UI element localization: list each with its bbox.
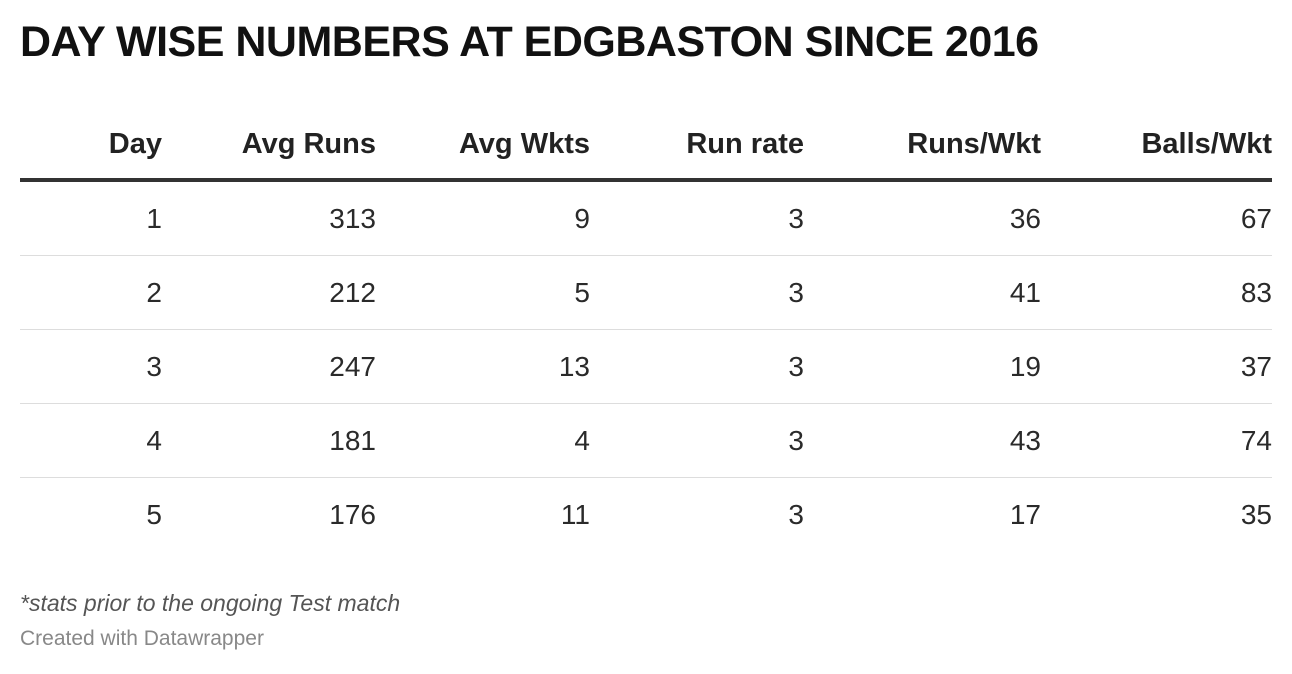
column-header-avg-wkts: Avg Wkts: [376, 110, 590, 182]
column-header-run-rate: Run rate: [590, 110, 804, 182]
cell-runs-per-wkt: 41: [804, 255, 1041, 330]
column-header-runs-per-wkt: Runs/Wkt: [804, 110, 1041, 182]
chart-title: DAY WISE NUMBERS AT EDGBASTON SINCE 2016: [20, 18, 1039, 66]
column-header-avg-runs: Avg Runs: [162, 110, 376, 182]
cell-run-rate: 3: [590, 329, 804, 404]
cell-balls-per-wkt: 35: [1240, 498, 1272, 530]
cell-run-rate: 3: [590, 180, 804, 256]
cell-day: 3: [20, 329, 162, 404]
table-row: 4 181 4 3 43 74: [20, 403, 1272, 478]
cell-avg-wkts: 4: [376, 403, 590, 478]
cell-balls-per-wkt: 37: [1041, 329, 1272, 404]
column-header-day: Day: [20, 110, 162, 182]
cell-runs-per-wkt: 17: [1009, 498, 1041, 530]
stats-table: Day Avg Runs Avg Wkts Run rate Runs/Wkt …: [20, 110, 1272, 551]
table-row: 3 247 13 3 19 37: [20, 329, 1272, 404]
cell-avg-wkts: 5: [376, 255, 590, 330]
header-row: Day Avg Runs Avg Wkts Run rate Runs/Wkt …: [20, 110, 1272, 182]
cell-avg-runs: 212: [162, 255, 376, 330]
cell-run-rate: 3: [590, 403, 804, 478]
cell-balls-per-wkt: 74: [1041, 403, 1272, 478]
cell-run-rate: 3: [788, 498, 804, 530]
table-row: 2 212 5 3 41 83: [20, 255, 1272, 330]
cell-day: 1: [20, 180, 162, 256]
cell-avg-wkts: 13: [376, 329, 590, 404]
datawrapper-credit: Created with Datawrapper: [20, 627, 264, 650]
cell-day: 5: [146, 498, 162, 530]
cell-avg-runs: 181: [162, 403, 376, 478]
cell-avg-wkts: 11: [560, 498, 590, 530]
table-row: 1 313 9 3 36 67: [20, 180, 1272, 256]
cell-avg-runs: 247: [162, 329, 376, 404]
cell-balls-per-wkt: 67: [1041, 180, 1272, 256]
cell-avg-wkts: 9: [376, 180, 590, 256]
cell-run-rate: 3: [590, 255, 804, 330]
cell-runs-per-wkt: 36: [804, 180, 1041, 256]
table-row: 5 176 11 3 17 35: [20, 478, 1272, 552]
cell-balls-per-wkt: 83: [1041, 255, 1272, 330]
cell-runs-per-wkt: 43: [804, 403, 1041, 478]
cell-runs-per-wkt: 19: [804, 329, 1041, 404]
cell-avg-runs: 176: [329, 498, 376, 530]
cell-day: 2: [20, 255, 162, 330]
cell-day: 4: [20, 403, 162, 478]
column-header-balls-per-wkt: Balls/Wkt: [1041, 110, 1272, 182]
cell-avg-runs: 313: [162, 180, 376, 256]
chart-footnote: *stats prior to the ongoing Test match: [20, 590, 401, 616]
